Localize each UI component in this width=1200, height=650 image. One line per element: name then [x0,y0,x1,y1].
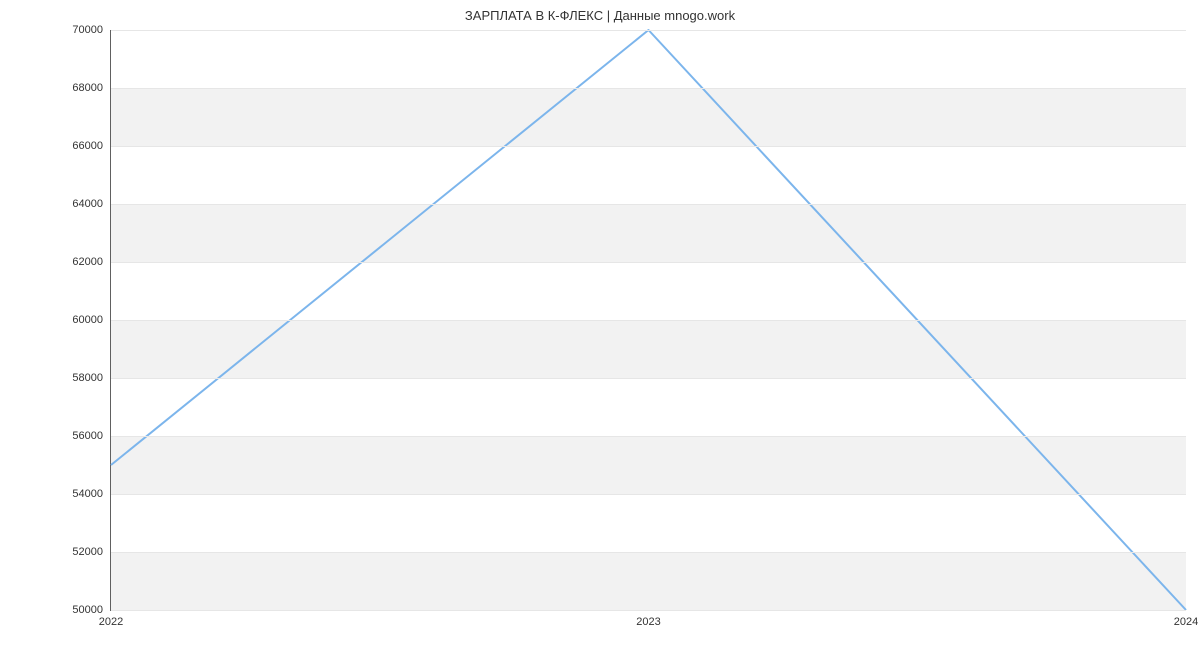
y-tick-label: 68000 [72,82,111,94]
y-gridline [111,30,1186,31]
x-tick-label: 2023 [636,610,660,628]
chart-title: ЗАРПЛАТА В К-ФЛЕКС | Данные mnogo.work [0,8,1200,23]
y-gridline [111,88,1186,89]
y-tick-label: 54000 [72,488,111,500]
y-tick-label: 52000 [72,546,111,558]
y-tick-label: 64000 [72,198,111,210]
y-gridline [111,262,1186,263]
plot-area: 5000052000540005600058000600006200064000… [110,30,1186,611]
x-tick-label: 2022 [99,610,123,628]
y-tick-label: 70000 [72,24,111,36]
x-tick-label: 2024 [1174,610,1198,628]
y-gridline [111,320,1186,321]
y-gridline [111,436,1186,437]
y-tick-label: 58000 [72,372,111,384]
salary-chart: ЗАРПЛАТА В К-ФЛЕКС | Данные mnogo.work 5… [0,0,1200,650]
y-gridline [111,552,1186,553]
y-gridline [111,146,1186,147]
y-tick-label: 56000 [72,430,111,442]
y-gridline [111,378,1186,379]
y-tick-label: 60000 [72,314,111,326]
y-gridline [111,494,1186,495]
y-tick-label: 62000 [72,256,111,268]
y-gridline [111,204,1186,205]
y-tick-label: 66000 [72,140,111,152]
